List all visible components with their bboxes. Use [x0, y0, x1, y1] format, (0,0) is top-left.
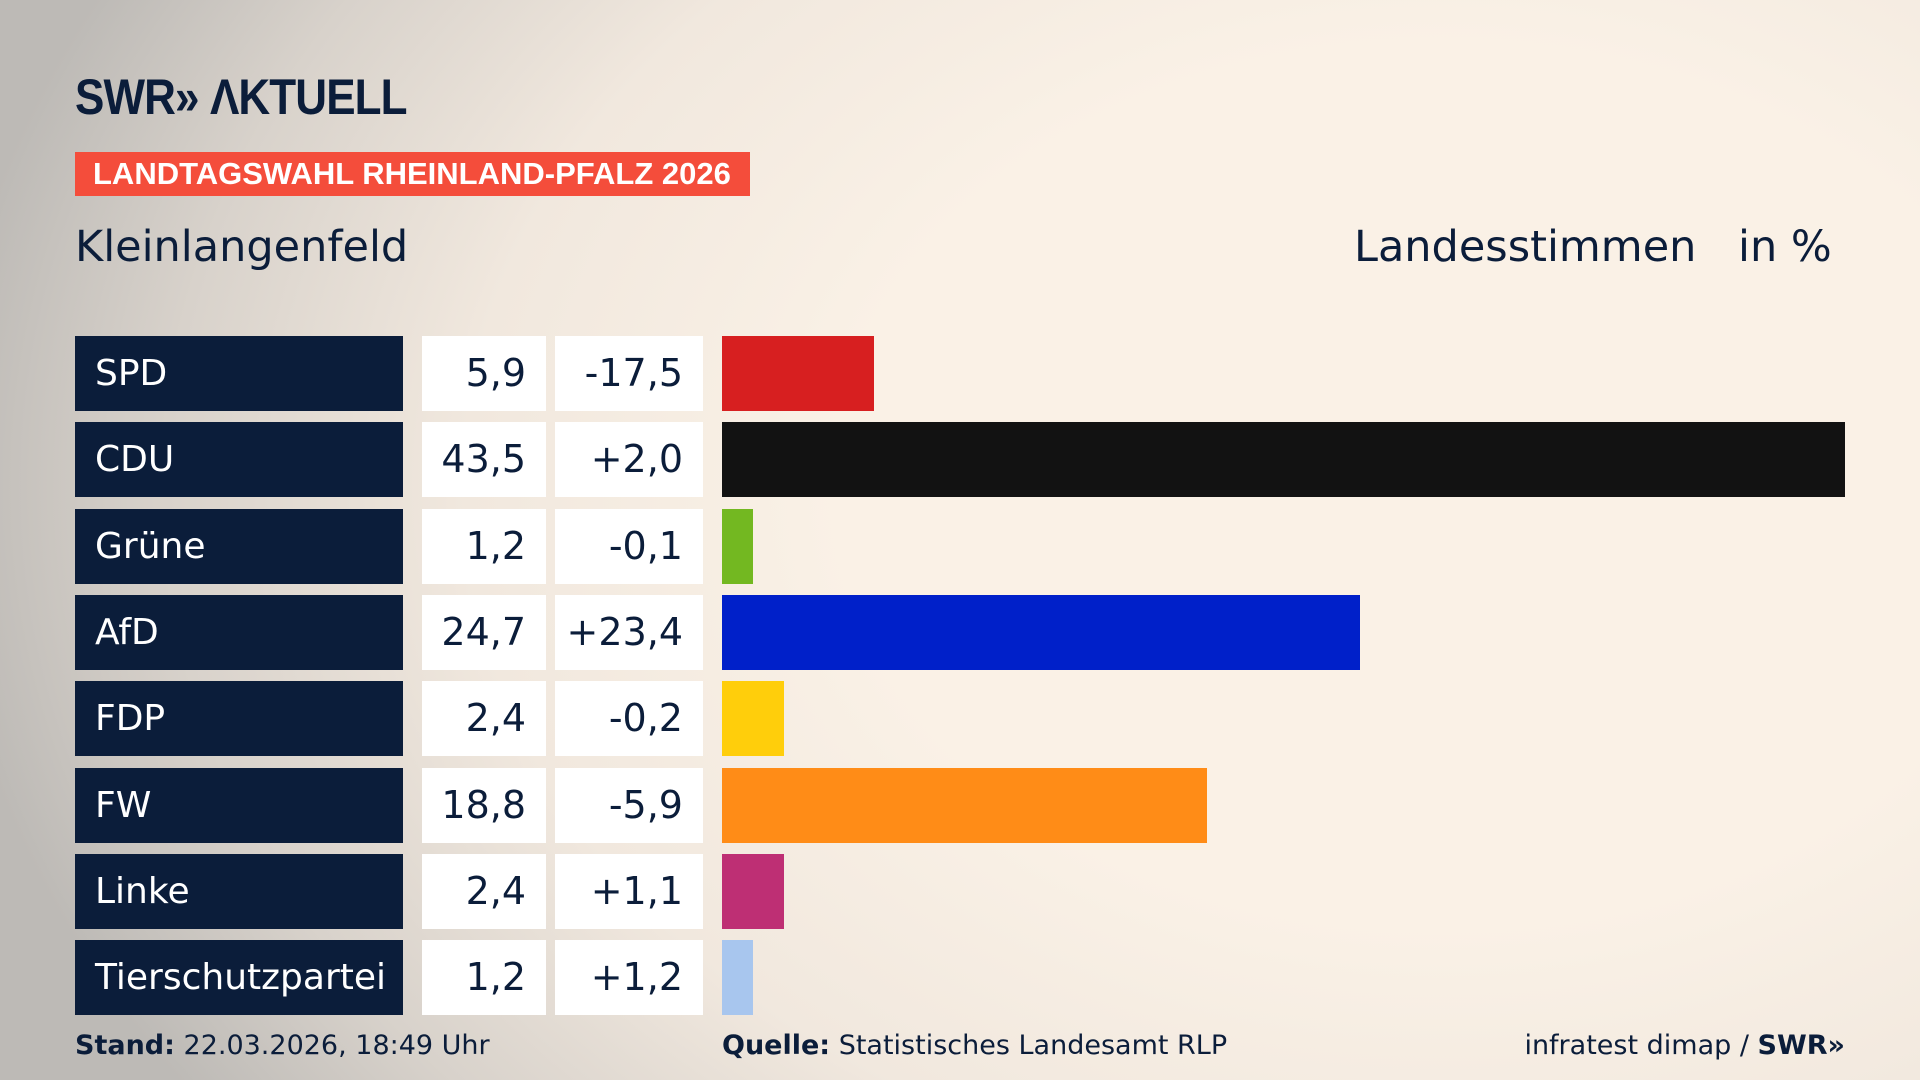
vote-share: 2,4	[422, 853, 546, 929]
vote-change: +1,2	[555, 940, 703, 1016]
vote-change: +23,4	[555, 594, 703, 670]
election-tag: LANDTAGSWAHL RHEINLAND-PFALZ 2026	[75, 152, 750, 196]
stand-value: 22.03.2026, 18:49 Uhr	[183, 1030, 490, 1061]
party-row: Linke 2,4 +1,1	[0, 853, 1920, 929]
party-row: CDU 43,5 +2,0	[0, 422, 1920, 498]
source: Quelle: Statistisches Landesamt RLP	[722, 1030, 1227, 1061]
vote-share: 43,5	[422, 422, 546, 498]
vote-share: 2,4	[422, 681, 546, 757]
party-name: Grüne	[75, 508, 403, 584]
vote-change: +1,1	[555, 853, 703, 929]
vote-share: 5,9	[422, 336, 546, 411]
location-title: Kleinlangenfeld	[75, 222, 409, 272]
party-bar	[722, 508, 753, 584]
party-bar	[722, 853, 784, 929]
credit-text: infratest dimap /	[1524, 1030, 1758, 1061]
party-row: Grüne 1,2 -0,1	[0, 508, 1920, 584]
swr-aktuell-logo: SWR» ΛKTUELL	[75, 69, 408, 125]
party-row: SPD 5,9 -17,5	[0, 336, 1920, 411]
party-row: AfD 24,7 +23,4	[0, 594, 1920, 670]
vote-share: 24,7	[422, 594, 546, 670]
vote-share: 1,2	[422, 940, 546, 1016]
source-value: Statistisches Landesamt RLP	[838, 1030, 1228, 1061]
party-name: AfD	[75, 594, 403, 670]
vote-change: -5,9	[555, 767, 703, 843]
party-bar	[722, 681, 784, 757]
party-name: CDU	[75, 422, 403, 498]
vote-type-label: Landesstimmen	[1354, 222, 1697, 272]
vote-change: -17,5	[555, 336, 703, 411]
vote-change: -0,1	[555, 508, 703, 584]
party-bar	[722, 767, 1208, 843]
party-row: FDP 2,4 -0,2	[0, 681, 1920, 757]
party-bar	[722, 336, 875, 411]
unit-label: in %	[1738, 222, 1832, 272]
swr-mini-logo: SWR»	[1757, 1030, 1845, 1061]
party-row: FW 18,8 -5,9	[0, 767, 1920, 843]
party-name: FDP	[75, 681, 403, 757]
party-row: Tierschutzpartei 1,2 +1,2	[0, 940, 1920, 1016]
stand-label: Stand:	[75, 1030, 175, 1061]
vote-change: -0,2	[555, 681, 703, 757]
party-bar	[722, 594, 1360, 670]
vote-share: 18,8	[422, 767, 546, 843]
source-label: Quelle:	[722, 1030, 831, 1061]
vote-share: 1,2	[422, 508, 546, 584]
party-name: Linke	[75, 853, 403, 929]
party-bar	[722, 940, 753, 1016]
party-name: FW	[75, 767, 403, 843]
party-name: SPD	[75, 336, 403, 411]
party-bar	[722, 422, 1845, 498]
party-name: Tierschutzpartei	[75, 940, 403, 1016]
vote-change: +2,0	[555, 422, 703, 498]
timestamp: Stand: 22.03.2026, 18:49 Uhr	[75, 1030, 490, 1061]
credit: infratest dimap / SWR»	[1524, 1030, 1845, 1061]
